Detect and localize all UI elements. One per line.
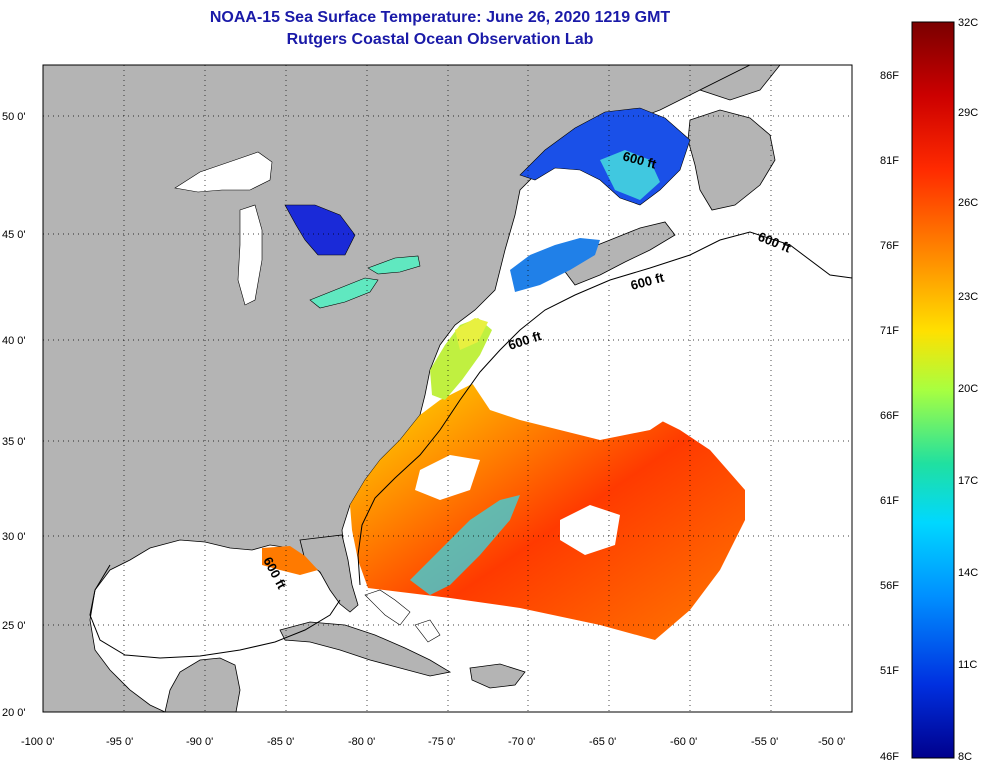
- gulf-of-maine-sst: [510, 238, 600, 292]
- lon-tick-label: -85 0': [267, 736, 294, 748]
- cbar-fahrenheit-label: 61F: [880, 495, 899, 507]
- gulf-st-lawrence-warm: [600, 150, 660, 200]
- lat-tick-label: 40 0': [2, 335, 26, 347]
- lon-tick-label: -50 0': [818, 736, 845, 748]
- cloud-gap-1: [470, 360, 680, 440]
- lat-tick-label: 35 0': [2, 436, 26, 448]
- new-york-bight-sst: [455, 318, 488, 350]
- bahamas-land: [364, 589, 441, 643]
- lon-axis: -100 0' -95 0' -90 0' -85 0' -80 0' -75 …: [21, 736, 845, 748]
- lat-tick-label: 45 0': [2, 229, 26, 241]
- lon-tick-label: -60 0': [670, 736, 697, 748]
- cbar-celsius-label: 26C: [958, 197, 978, 209]
- lon-tick-label: -80 0': [348, 736, 375, 748]
- yucatan-land: [164, 657, 241, 712]
- lon-tick-label: -65 0': [589, 736, 616, 748]
- isobath-600ft: [89, 231, 852, 659]
- cbar-fahrenheit-label: 81F: [880, 155, 899, 167]
- colorbar-celsius-labels: 32C 29C 26C 23C 20C 17C 14C 11C 8C: [958, 17, 978, 763]
- lon-tick-label: -95 0': [106, 736, 133, 748]
- lat-tick-label: 25 0': [2, 620, 26, 632]
- cbar-fahrenheit-label: 56F: [880, 580, 899, 592]
- cbar-fahrenheit-label: 46F: [880, 751, 899, 763]
- lat-axis: 50 0' 45 0' 40 0' 35 0' 30 0' 25 0' 20 0…: [2, 111, 26, 719]
- cbar-fahrenheit-label: 76F: [880, 240, 899, 252]
- lat-tick-label: 50 0': [2, 111, 26, 123]
- plot-frame: [42, 64, 853, 713]
- cbar-fahrenheit-label: 51F: [880, 665, 899, 677]
- gulf-coastal-sst: [262, 546, 318, 575]
- title-line-1: NOAA-15 Sea Surface Temperature: June 26…: [209, 9, 671, 26]
- cbar-celsius-label: 20C: [958, 383, 978, 395]
- cbar-celsius-label: 29C: [958, 107, 978, 119]
- cbar-celsius-label: 8C: [958, 751, 972, 763]
- lake-huron: [284, 204, 356, 256]
- hispaniola-land: [469, 663, 526, 689]
- cbar-celsius-label: 32C: [958, 17, 978, 29]
- title-line-2: Rutgers Coastal Ocean Observation Lab: [286, 31, 594, 48]
- cloud-gap-3: [560, 505, 620, 555]
- cbar-fahrenheit-label: 86F: [880, 70, 899, 82]
- cbar-celsius-label: 23C: [958, 291, 978, 303]
- nova-scotia-land: [559, 221, 676, 286]
- lat-tick-label: 30 0': [2, 531, 26, 543]
- cbar-fahrenheit-label: 71F: [880, 325, 899, 337]
- lake-superior: [174, 151, 273, 193]
- lon-tick-label: -100 0': [21, 736, 54, 748]
- cbar-celsius-label: 17C: [958, 475, 978, 487]
- labrador-land: [698, 65, 781, 101]
- lat-tick-label: 20 0': [2, 707, 26, 719]
- newfoundland-land: [687, 109, 776, 211]
- cbar-fahrenheit-label: 66F: [880, 410, 899, 422]
- lake-ontario: [367, 255, 421, 275]
- gulf-stream-cool-band: [410, 495, 520, 595]
- lon-tick-label: -75 0': [428, 736, 455, 748]
- colorbar-ramp: [911, 21, 955, 759]
- lake-michigan: [237, 204, 263, 306]
- colorbar: 32C 29C 26C 23C 20C 17C 14C 11C 8C 86F 8…: [880, 17, 978, 763]
- cuba-land: [279, 621, 452, 677]
- lon-tick-label: -55 0': [751, 736, 778, 748]
- cbar-celsius-label: 11C: [958, 659, 977, 671]
- cbar-celsius-label: 14C: [958, 567, 978, 579]
- colorbar-fahrenheit-labels: 86F 81F 76F 71F 66F 61F 56F 51F 46F: [880, 70, 899, 763]
- lake-erie: [309, 277, 379, 309]
- lon-tick-label: -70 0': [508, 736, 535, 748]
- cloud-gap-2: [415, 455, 480, 500]
- lon-tick-label: -90 0': [186, 736, 213, 748]
